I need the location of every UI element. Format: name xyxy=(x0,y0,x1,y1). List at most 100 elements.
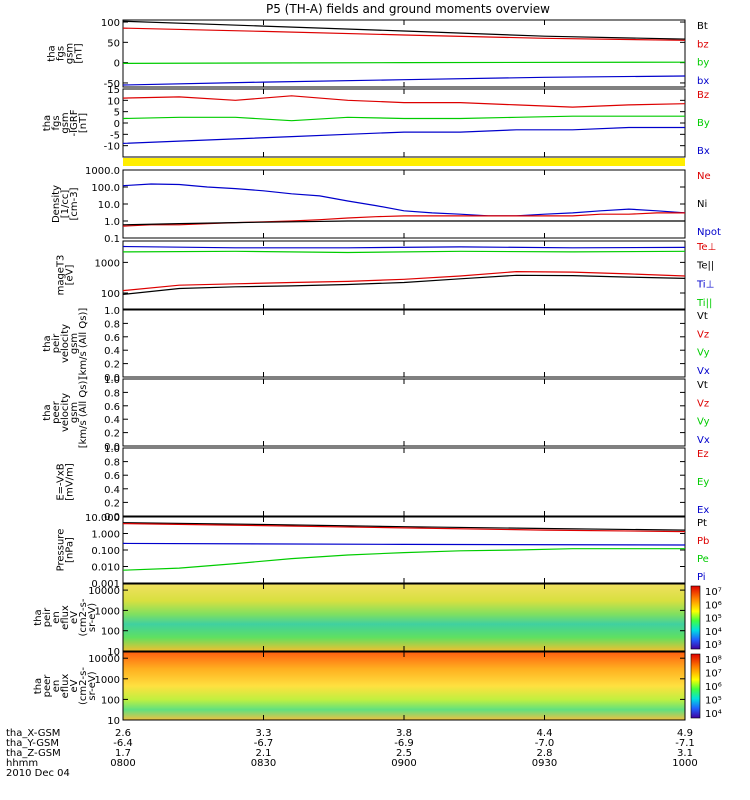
ephemeris-value: 2.5 xyxy=(396,748,412,759)
colorbar-tick-label: 10⁶ xyxy=(705,600,722,611)
ephemeris-value: -7.0 xyxy=(535,738,555,749)
colorbar xyxy=(690,585,701,650)
y-axis-label: [nT] xyxy=(78,113,89,133)
y-axis-label: (cm2-s- xyxy=(78,598,89,636)
y-tick-label: 1000.0 xyxy=(85,166,120,177)
y-axis-label: [mV/m] xyxy=(65,463,76,501)
legend-entry: Vt xyxy=(697,311,708,322)
panel-frame xyxy=(122,447,686,517)
ephemeris-value: 1.7 xyxy=(115,748,131,759)
y-tick-label: 0.1 xyxy=(104,234,120,245)
y-tick-label: 100 xyxy=(101,289,120,300)
y-axis-label: en xyxy=(51,680,62,693)
y-axis-label: tha xyxy=(42,335,53,351)
y-tick-label: 0.2 xyxy=(104,360,120,371)
colorbar-tick-label: 10⁶ xyxy=(705,682,722,693)
colorbar-tick-label: 10³ xyxy=(705,640,722,651)
y-tick-label: 0.8 xyxy=(104,319,120,330)
y-axis-label: tha xyxy=(47,45,58,61)
colorbar-tick-label: 10⁷ xyxy=(705,669,722,680)
ephemeris-value: -6.9 xyxy=(394,738,414,749)
y-axis-label: fgs xyxy=(51,115,62,130)
y-axis-label: Density xyxy=(51,185,62,223)
ephemeris-value: 2.6 xyxy=(115,728,131,739)
y-axis-label: [eV] xyxy=(65,265,76,286)
ephemeris-value: 0830 xyxy=(251,758,276,769)
y-axis-label: peer xyxy=(51,400,62,424)
legend-entry: Te|| xyxy=(696,261,714,272)
legend-entry: Te⊥ xyxy=(696,242,716,253)
y-axis-label: eflux xyxy=(60,674,71,699)
ephemeris-row-label: hhmm xyxy=(6,758,38,769)
legend-entry: Vx xyxy=(697,366,710,377)
y-tick-label: 1.0 xyxy=(104,375,120,386)
legend-entry: Vt xyxy=(697,380,708,391)
y-tick-label: 50 xyxy=(107,38,120,49)
legend-entry: Pi xyxy=(697,572,706,583)
y-tick-label: 0.010 xyxy=(91,563,120,574)
panel-temp: 1000 100 mageT3[eV] Te⊥ Te|| Ti⊥ Ti|| xyxy=(56,240,716,310)
legend-entry: Vz xyxy=(697,329,709,340)
colorbar-tick-label: 10⁴ xyxy=(705,627,722,638)
legend-entry: Pe xyxy=(697,554,709,565)
y-axis-label: tha xyxy=(42,404,53,420)
series-line-Bz xyxy=(122,95,686,108)
legend-entry: Ey xyxy=(697,477,709,488)
ephemeris-value: -6.7 xyxy=(254,738,274,749)
y-axis-label: peir xyxy=(42,607,53,627)
date-label: 2010 Dec 04 xyxy=(6,768,70,779)
series-line-Pb xyxy=(122,523,686,533)
y-tick-label: 10000 xyxy=(88,586,120,597)
series-line-by xyxy=(122,61,686,64)
ephemeris-row-label: tha_Z-GSM xyxy=(6,748,61,759)
legend-entry: By xyxy=(697,118,710,129)
legend-entry: Ex xyxy=(697,505,709,516)
y-tick-label: -5 xyxy=(110,130,120,141)
y-axis-label: gsm xyxy=(69,402,80,423)
y-axis-label: sr-eV) xyxy=(87,671,98,700)
legend-entry: Vx xyxy=(697,435,710,446)
legend-entry: Vz xyxy=(697,398,709,409)
legend-entry: by xyxy=(697,58,709,69)
y-tick-label: 10000 xyxy=(88,654,120,665)
y-axis-label: Pressure xyxy=(56,529,67,572)
y-axis-label: sr-eV) xyxy=(87,603,98,632)
legend-entry: Npot xyxy=(697,227,721,238)
y-axis-label: gsm xyxy=(60,112,71,133)
y-tick-label: 10.000 xyxy=(85,513,120,524)
yellow-quality-bar xyxy=(123,158,685,166)
legend-entry: Ez xyxy=(697,449,709,460)
panel-density: 1000.0 100.0 10.0 1.0 0.1 Density[1/cc][cm-3]… xyxy=(51,166,721,245)
series-line-bx xyxy=(122,75,686,86)
legend-entry: Bx xyxy=(697,146,710,157)
y-axis-label: gsm xyxy=(69,333,80,354)
panel-efield: 1.0 0.8 0.6 0.4 0.2 0.0 E=-VxB[mV/m] Ez Ey Ex xyxy=(56,444,710,523)
ephemeris-value: 3.1 xyxy=(677,748,693,759)
ephemeris-row-label: tha_Y-GSM xyxy=(6,738,59,749)
legend-entry: Pt xyxy=(697,518,707,529)
series-line-Npot xyxy=(122,183,686,217)
y-tick-label: 1000 xyxy=(95,675,120,686)
y-tick-label: 0.0 xyxy=(104,442,120,453)
ephemeris-value: 4.4 xyxy=(537,728,553,739)
y-axis-label: eflux xyxy=(60,605,71,630)
y-tick-label: 1.000 xyxy=(91,530,120,541)
series-line-Te xyxy=(122,274,686,295)
panel-peirv: 1.0 0.8 0.6 0.4 0.2 0.0 thapeirvelocitygsm[km/… xyxy=(42,306,710,384)
ephemeris-value: 0930 xyxy=(532,758,557,769)
series-line-Pe xyxy=(122,548,685,571)
y-tick-label: 100.0 xyxy=(91,183,120,194)
ephemeris-row-label: tha_X-GSM xyxy=(6,728,60,739)
ephemeris-value: 2.8 xyxy=(537,748,553,759)
panel-frame xyxy=(122,309,686,378)
y-tick-label: 100 xyxy=(101,18,120,29)
y-tick-label: 10 xyxy=(107,647,120,658)
ephemeris-value: 1000 xyxy=(672,758,697,769)
series-line-Ne xyxy=(122,212,685,227)
legend-entry: Ti|| xyxy=(696,298,712,309)
ephemeris-value: -7.1 xyxy=(675,738,695,749)
y-tick-label: 10.0 xyxy=(98,200,120,211)
y-tick-label: 0.0 xyxy=(104,373,120,384)
y-tick-label: 10 xyxy=(107,716,120,727)
